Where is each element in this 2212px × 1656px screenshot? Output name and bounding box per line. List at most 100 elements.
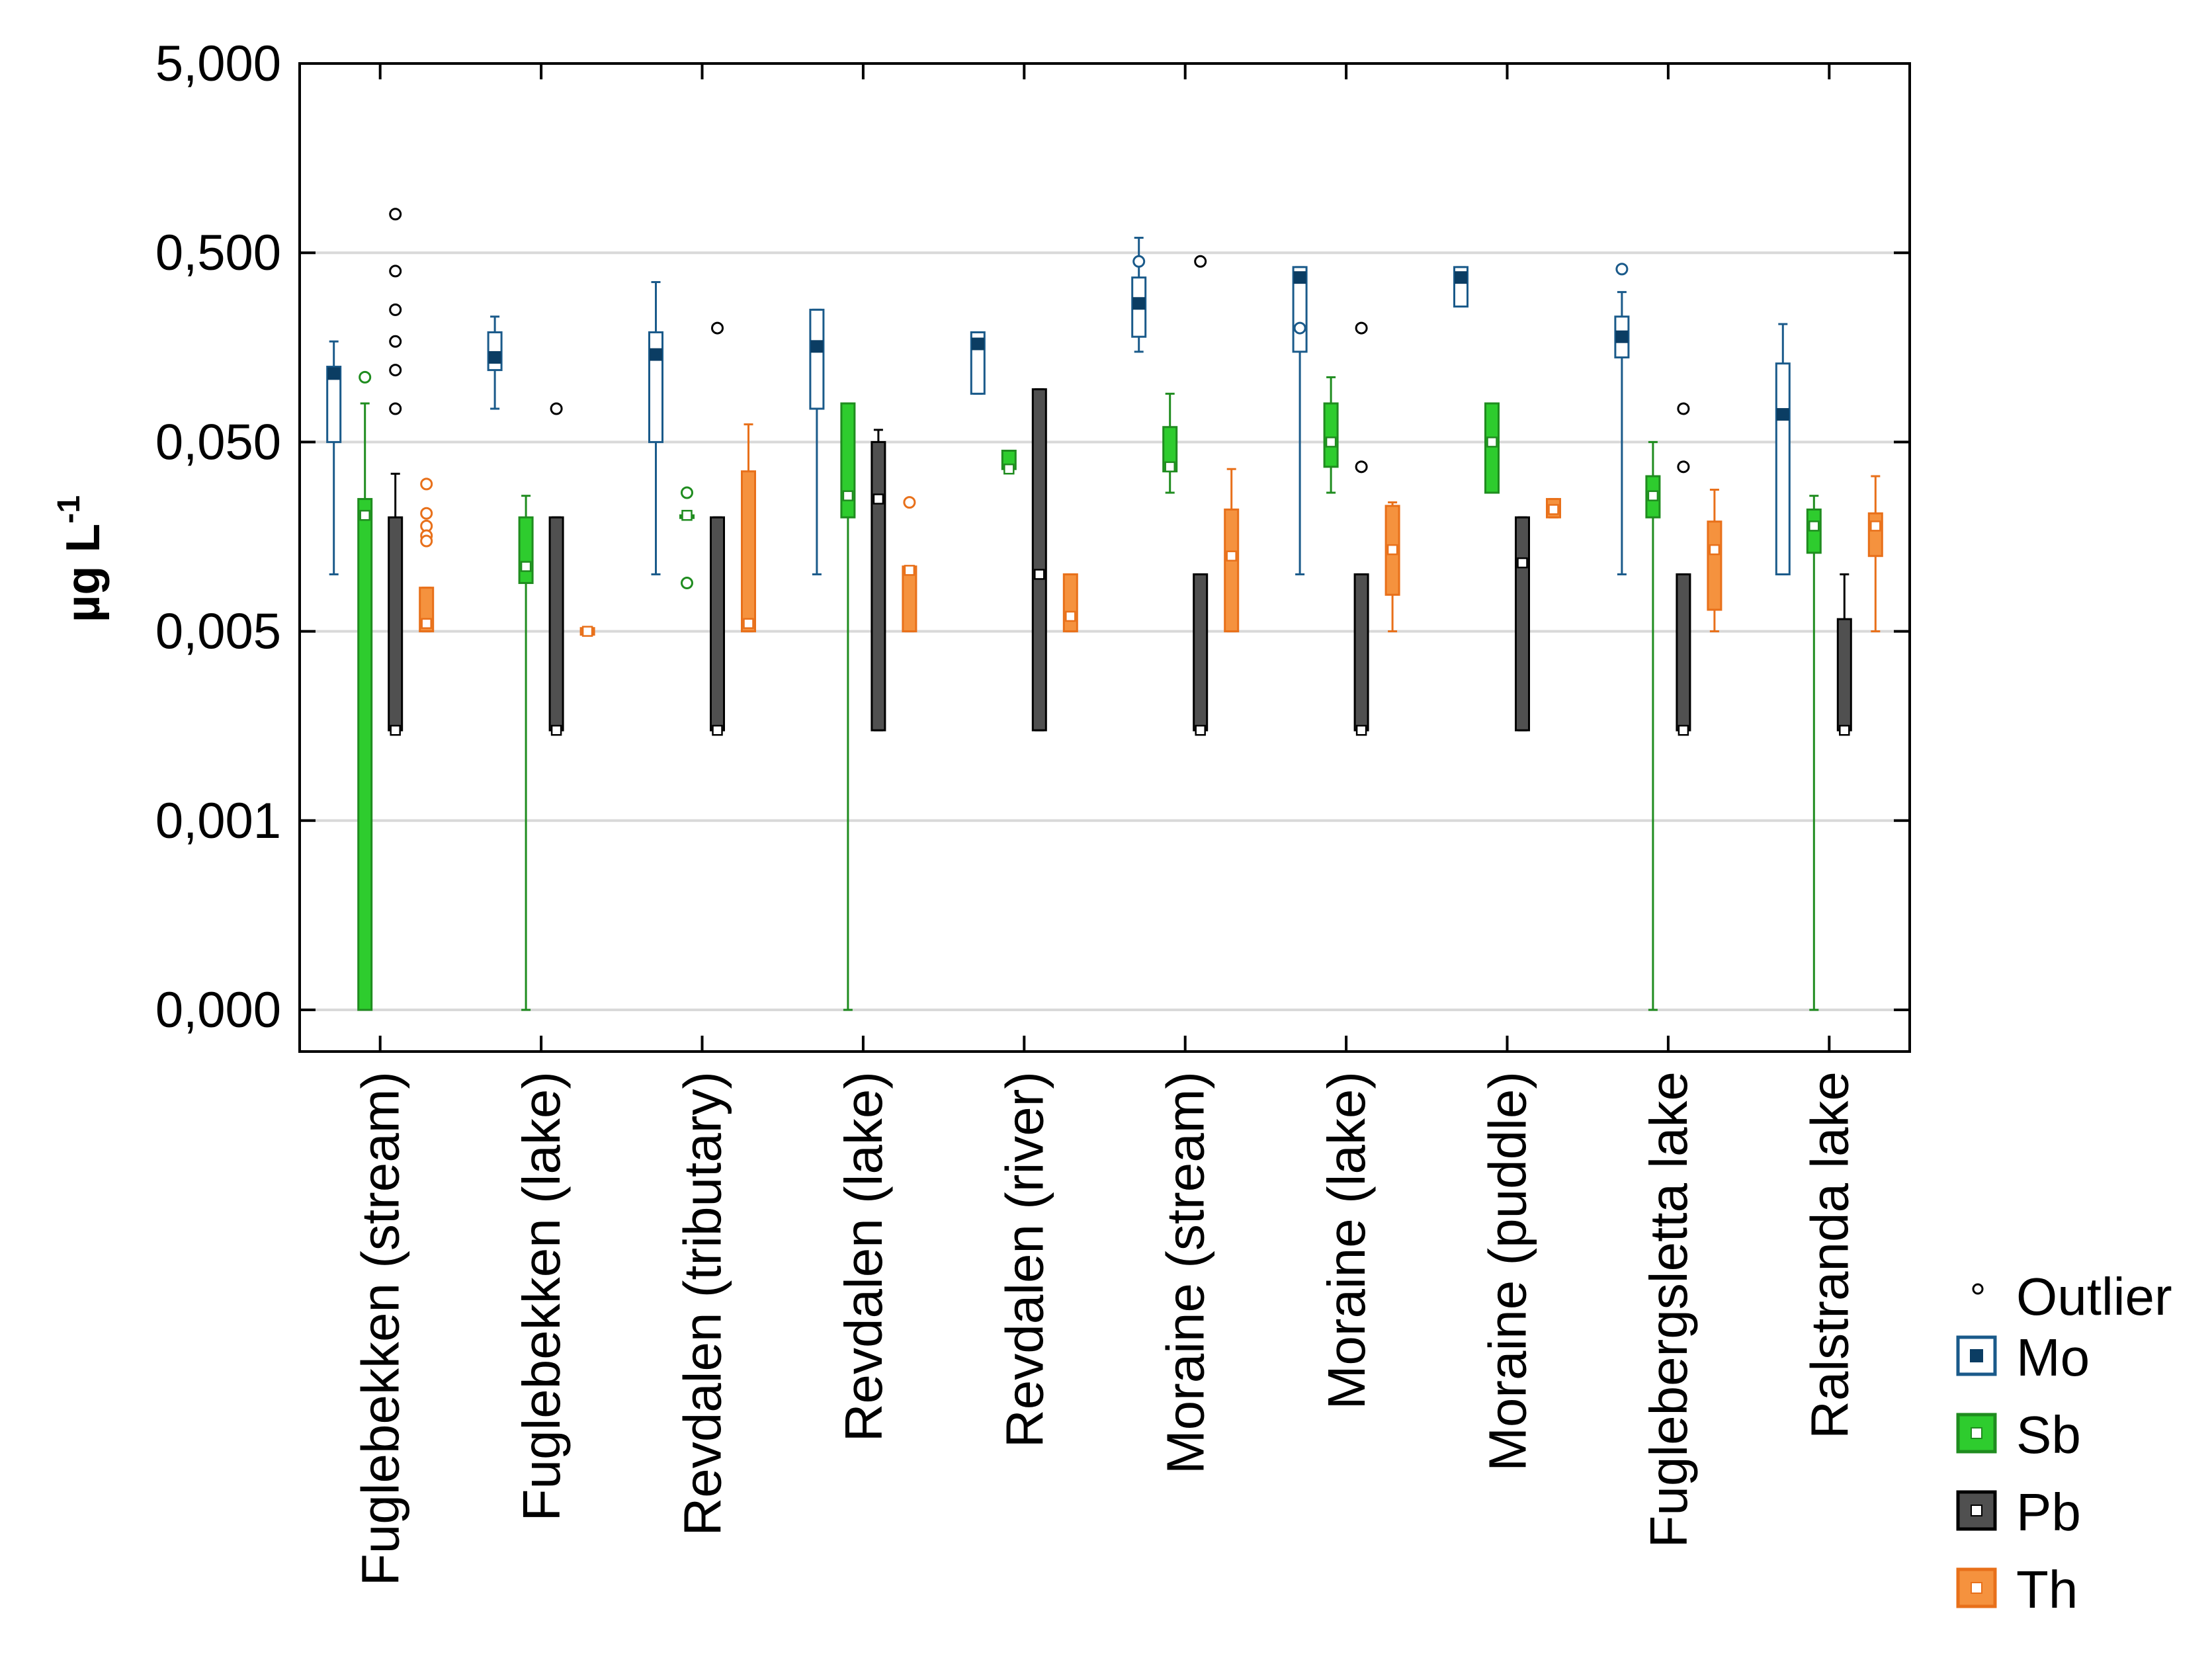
box-mo (326, 340, 342, 575)
box-mo (809, 308, 825, 575)
outlier-point (359, 370, 372, 384)
median-marker (1195, 724, 1206, 736)
box (1707, 520, 1723, 611)
box-th (1867, 475, 1883, 633)
outlier-point (389, 402, 402, 415)
box (710, 516, 725, 731)
box (1224, 508, 1240, 633)
box-th (419, 477, 435, 633)
box (1867, 512, 1883, 558)
outlier-point (389, 335, 402, 348)
median-marker (327, 367, 341, 380)
box-sb (1484, 402, 1500, 494)
box-mo (487, 315, 503, 410)
legend-swatch-marker (1970, 1349, 1983, 1362)
median-marker (1486, 436, 1498, 448)
y-tick-label: 0,500 (155, 225, 281, 281)
y-axis: 5,000 0,500 0,050 0,005 0,001 0,000 (155, 36, 1910, 1038)
category-label: Moraine (stream) (1156, 1071, 1215, 1474)
legend-swatch (1956, 1335, 1997, 1376)
box-pb (548, 402, 564, 736)
box (326, 366, 342, 443)
median-marker (1034, 569, 1045, 580)
y-axis-label-text: µg L (57, 524, 110, 622)
box-th (1062, 573, 1078, 633)
y-tick-label: 0,001 (155, 793, 281, 849)
box (840, 402, 856, 518)
median-marker (1455, 271, 1467, 284)
legend-swatch-marker (1971, 1427, 1982, 1439)
legend-label: Th (2016, 1560, 2078, 1619)
box (1062, 573, 1078, 633)
box (388, 516, 404, 731)
median-marker (1548, 504, 1559, 515)
median-marker (743, 618, 754, 630)
outlier-point (1194, 255, 1207, 268)
median-marker (1678, 724, 1689, 736)
box-pb (710, 321, 725, 736)
box (1775, 362, 1791, 575)
median-marker (359, 509, 370, 521)
median-marker (1226, 550, 1237, 561)
box-sb (518, 495, 534, 1011)
median-marker (1709, 544, 1721, 556)
median-marker (1808, 520, 1820, 532)
box-sb (1806, 495, 1822, 1011)
box-pb (1515, 516, 1530, 731)
category-label: Fuglebekken (stream) (351, 1071, 410, 1586)
box-th (902, 496, 917, 633)
box (902, 565, 917, 633)
box-pb (871, 429, 886, 731)
median-marker (1647, 490, 1659, 501)
box (1353, 573, 1369, 731)
outlier-point (420, 507, 433, 520)
box (871, 440, 886, 731)
legend-outlier-marker (1972, 1283, 1984, 1295)
outlier-point (420, 534, 433, 548)
box (518, 516, 534, 585)
plot-frame (298, 62, 1911, 1053)
median-marker (581, 626, 593, 637)
category-label: Fuglebergsletta lake (1639, 1071, 1698, 1548)
box (1323, 402, 1339, 468)
box-sb (1645, 440, 1661, 1011)
outlier-point (389, 364, 402, 377)
median-marker (1164, 461, 1175, 473)
box-sb (1162, 392, 1178, 494)
outlier-point (1355, 321, 1368, 335)
median-marker (520, 561, 532, 572)
box-th (1707, 488, 1723, 633)
box (1836, 618, 1852, 731)
box-series (326, 208, 1883, 1011)
y-tick-label: 0,005 (155, 604, 281, 660)
outlier-point (1615, 263, 1629, 276)
box (1515, 516, 1530, 731)
legend-label: Sb (2016, 1405, 2081, 1464)
box-pb (1193, 255, 1209, 736)
category-label: Moraine (lake) (1317, 1071, 1376, 1409)
median-marker (1839, 724, 1850, 736)
median-marker (650, 348, 662, 361)
legend-swatch-marker (1971, 1582, 1982, 1594)
box-th (741, 423, 756, 633)
box-pb (1031, 388, 1047, 731)
category-label: Revdalen (river) (995, 1071, 1054, 1448)
box (548, 516, 564, 731)
median-marker (1870, 520, 1881, 532)
box-mo (970, 331, 986, 395)
outlier-point (681, 577, 693, 590)
category-label: Revdalen (tributary) (673, 1071, 732, 1536)
box-mo (1775, 323, 1791, 575)
median-marker (712, 724, 723, 736)
box-th (1224, 468, 1240, 633)
box-sb (679, 486, 695, 590)
outlier-point (389, 303, 402, 316)
y-tick-label: 0,050 (155, 414, 281, 470)
box-sb (1001, 449, 1017, 475)
category-label: Ralstranda lake (1800, 1071, 1859, 1439)
median-marker (1386, 544, 1398, 556)
box-th (1384, 501, 1400, 633)
y-tick-label: 5,000 (155, 36, 281, 92)
median-marker (390, 724, 401, 736)
